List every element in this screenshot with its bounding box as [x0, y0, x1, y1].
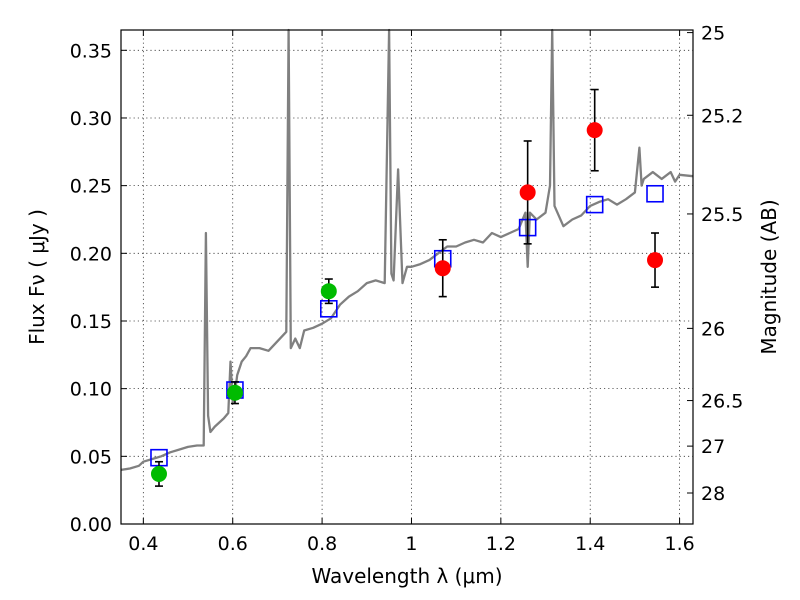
y-tick-label: 0.15: [70, 311, 112, 333]
observed-point: [586, 122, 603, 139]
marker-layer: [150, 88, 664, 487]
observed-point: [226, 384, 243, 401]
y-tick-label: 0.25: [70, 176, 112, 198]
magnitude-axis-label: Magnitude (AB): [757, 199, 781, 354]
model-square-point: [585, 195, 604, 214]
x-tick-label: 1.2: [486, 533, 516, 555]
x-tick-label: 0.4: [128, 533, 158, 555]
observed-point: [320, 283, 337, 300]
observed-point: [150, 465, 167, 482]
plot-frame: [120, 29, 694, 525]
model-square-point: [646, 184, 664, 203]
y-tick-label: 0.35: [70, 40, 112, 62]
magnitude-tick-label: 25.5: [701, 204, 743, 226]
y-tick-label: 0.20: [70, 243, 112, 265]
magnitude-tick-label: 27: [701, 436, 725, 458]
y-axis-label: Flux Fν ( μJy ): [25, 209, 49, 345]
x-tick-label: 1: [405, 533, 417, 555]
observed-point: [647, 252, 664, 269]
x-tick-label: 1.4: [575, 533, 605, 555]
y-tick-label: 0.00: [70, 514, 112, 536]
x-axis-label: Wavelength λ (μm): [311, 564, 502, 588]
magnitude-tick-label: 26.5: [701, 391, 743, 413]
sed-line-layer: [120, 28, 694, 472]
y-tick-label: 0.10: [70, 379, 112, 401]
x-tick-label: 0.6: [218, 533, 248, 555]
x-tick-label: 0.8: [307, 533, 337, 555]
axes: 0.4 0.6 0.8 1 1.2 1.4 1.6 0.00 0.05 0.10 0.15 0.20 0…: [70, 23, 744, 555]
magnitude-tick-label: 25: [701, 23, 725, 45]
x-tick-label: 1.6: [664, 533, 694, 555]
observed-point: [434, 260, 451, 277]
magnitude-tick-label: 25.2: [701, 105, 743, 127]
y-tick-label: 0.30: [70, 108, 112, 130]
observed-point: [519, 184, 536, 201]
sed-line: [120, 28, 694, 472]
magnitude-tick-label: 26: [701, 318, 725, 340]
y-tick-label: 0.05: [70, 446, 112, 468]
magnitude-tick-label: 28: [701, 483, 725, 505]
